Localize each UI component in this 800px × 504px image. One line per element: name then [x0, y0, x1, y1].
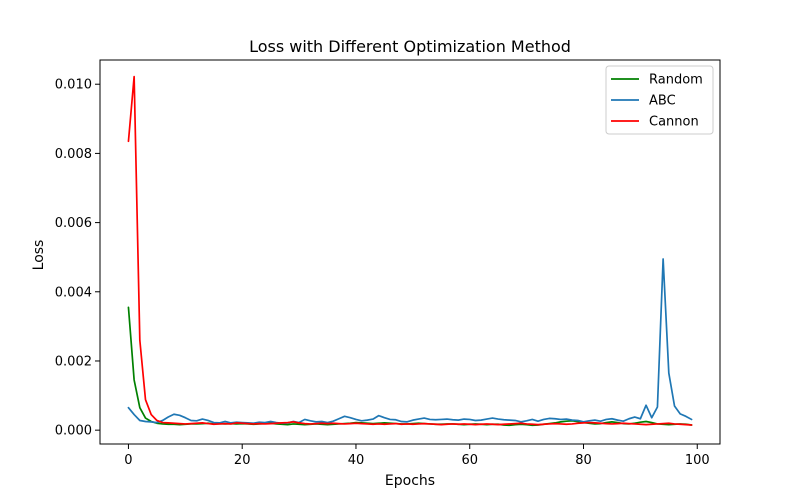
- x-tick-label: 0: [124, 453, 132, 468]
- y-tick-label: 0.006: [55, 216, 92, 231]
- legend-label-abc: ABC: [649, 94, 676, 109]
- chart-title: Loss with Different Optimization Method: [249, 37, 571, 56]
- y-tick-label: 0.008: [55, 147, 92, 162]
- x-tick-label: 100: [685, 453, 710, 468]
- y-tick-label: 0.004: [55, 285, 92, 300]
- x-axis-label: Epochs: [385, 473, 435, 489]
- legend-label-cannon: Cannon: [649, 115, 699, 130]
- y-tick-label: 0.010: [55, 78, 92, 93]
- x-axis: 0 20 40 60 80 100: [124, 444, 710, 468]
- plot-frame: [99, 59, 721, 445]
- x-tick-label: 60: [461, 453, 478, 468]
- y-tick-label: 0.000: [55, 424, 92, 439]
- x-tick-label: 80: [575, 453, 592, 468]
- series-layer: [127, 75, 693, 427]
- legend-label-random: Random: [649, 73, 703, 88]
- legend-box: [605, 65, 714, 135]
- y-axis: 0.000 0.002 0.004 0.006 0.008 0.010: [55, 78, 100, 439]
- legend: Random ABC Cannon: [605, 65, 714, 135]
- y-tick-label: 0.002: [55, 354, 92, 369]
- x-tick-label: 40: [348, 453, 365, 468]
- series-line-abc: [127, 258, 693, 425]
- y-axis-label: Loss: [31, 240, 47, 271]
- series-line-cannon: [127, 75, 693, 426]
- x-tick-label: 20: [234, 453, 251, 468]
